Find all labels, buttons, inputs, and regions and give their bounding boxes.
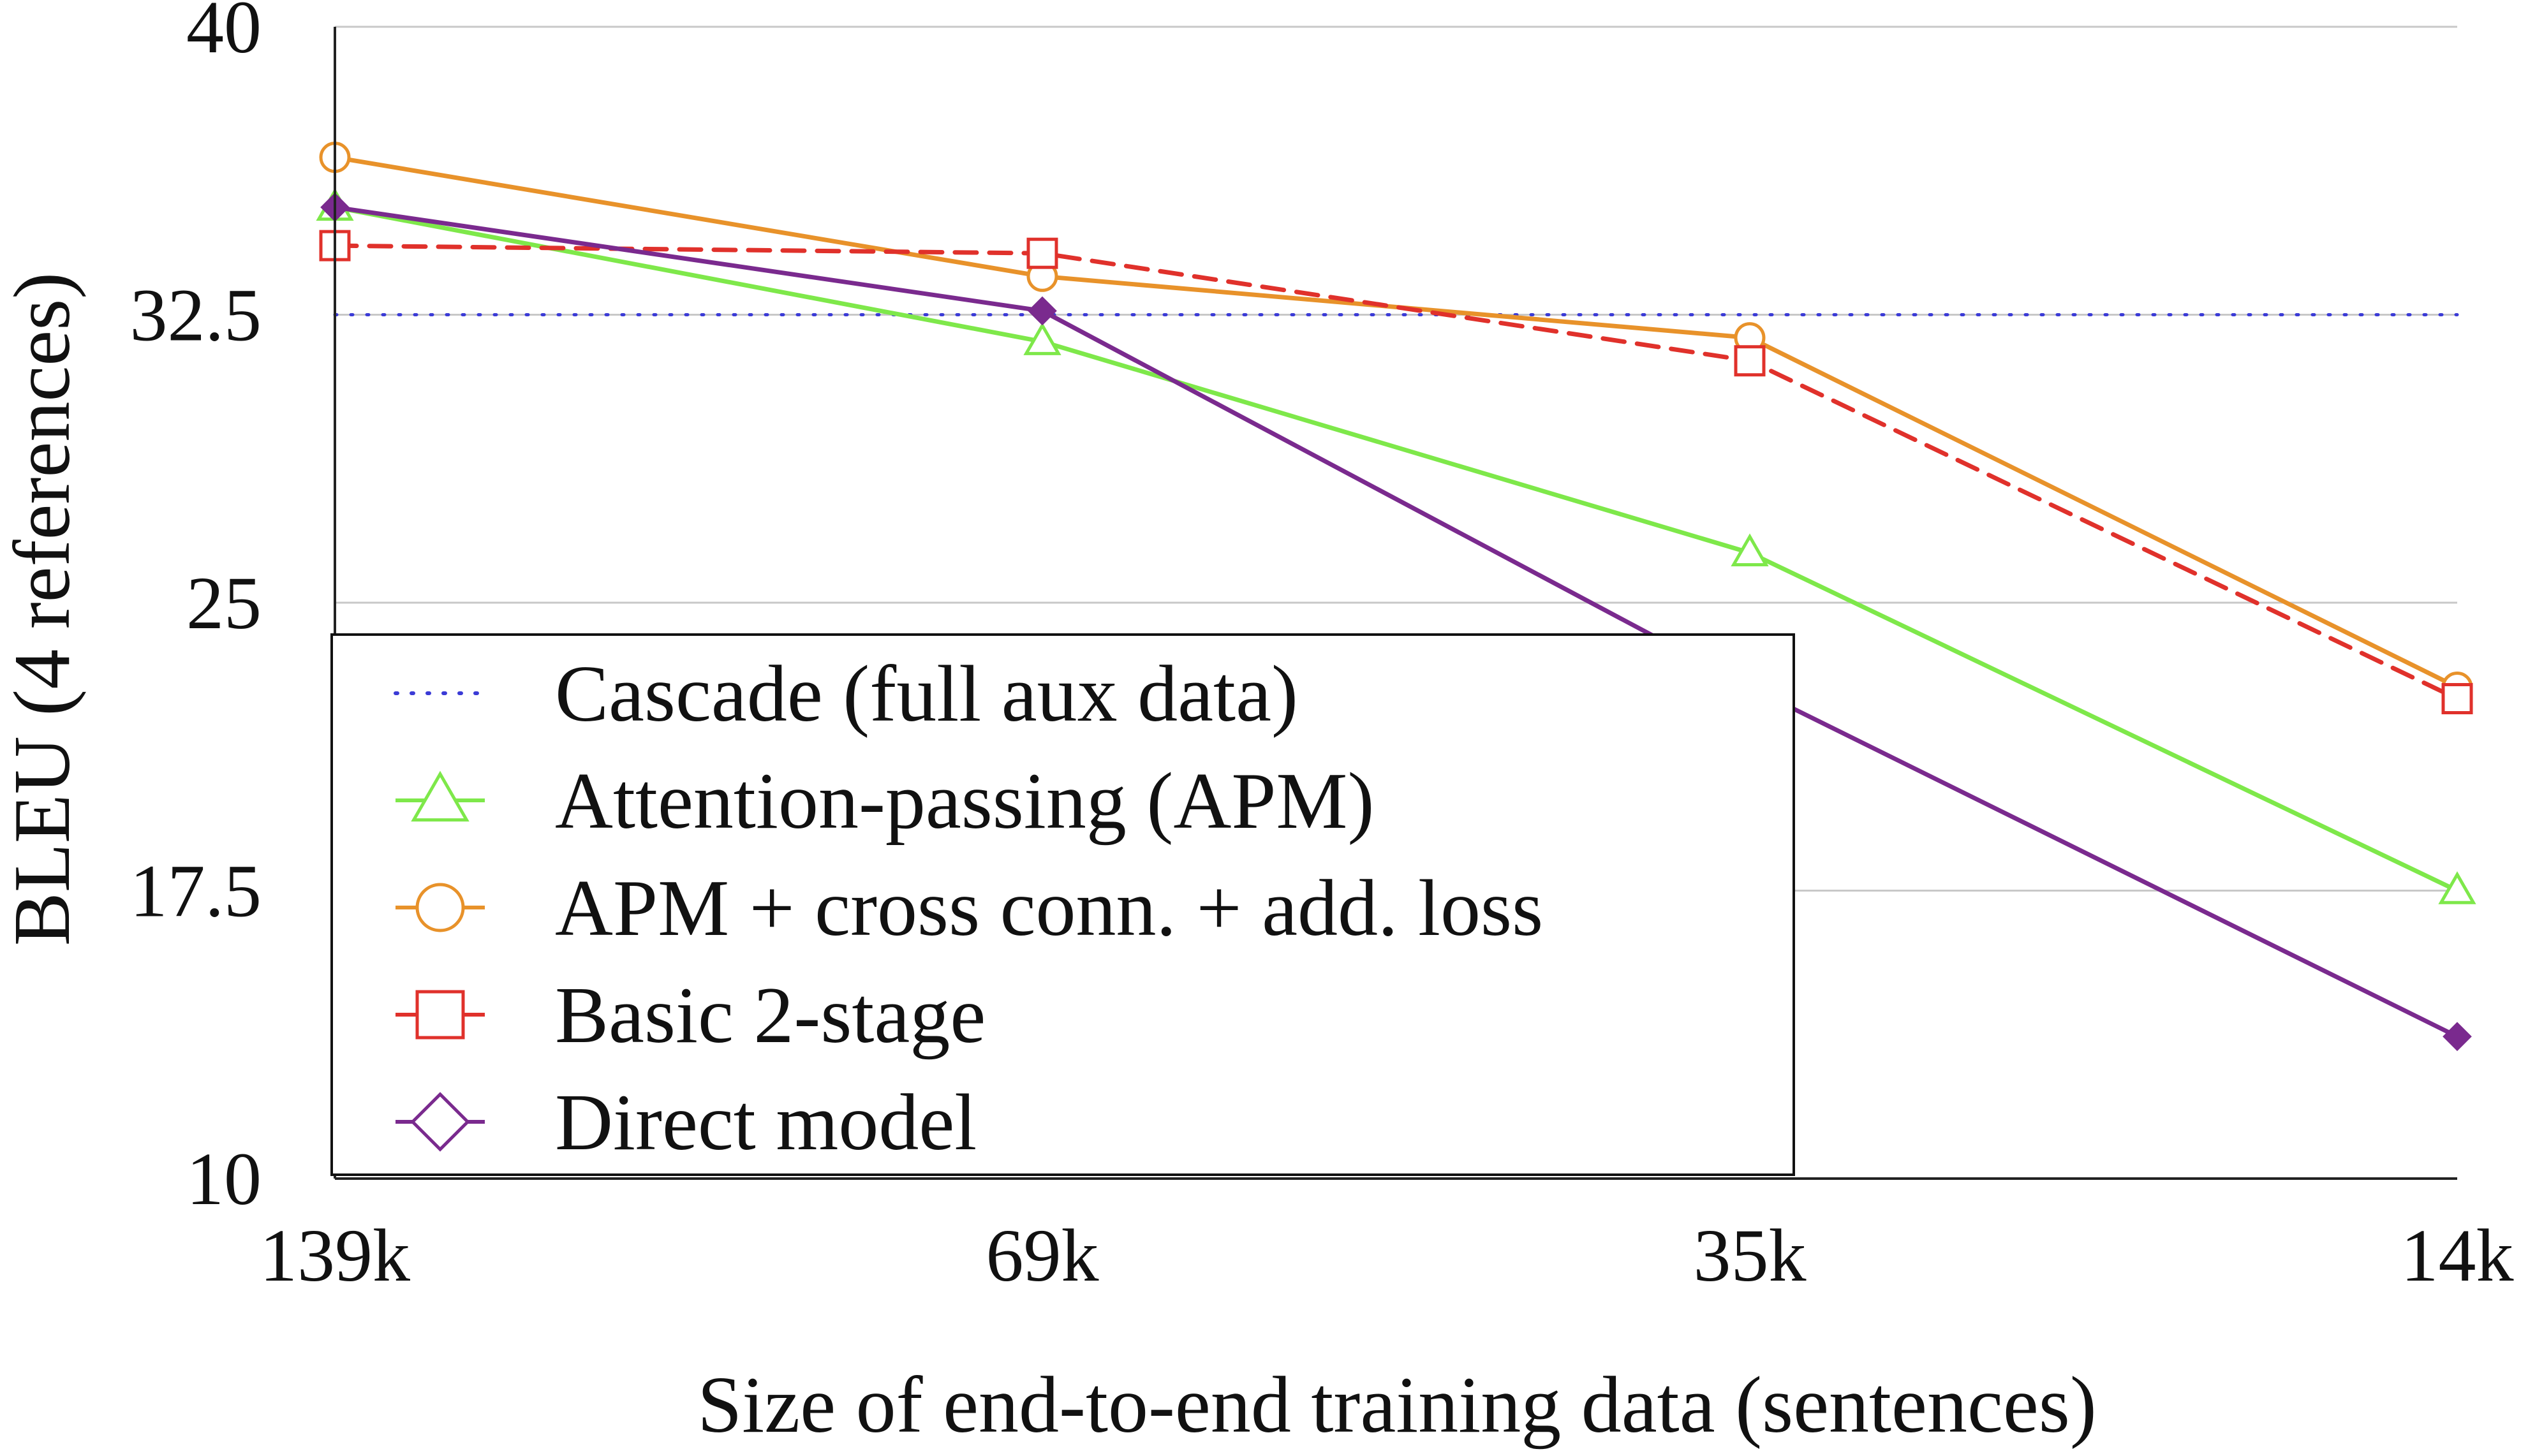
- data-point: [1026, 237, 1058, 269]
- legend-label: Direct model: [555, 1078, 977, 1167]
- legend-swatch-marker: [411, 770, 469, 822]
- y-tick-label: 25: [186, 561, 262, 645]
- legend-entry: APM + cross conn. + add. loss: [396, 864, 1543, 953]
- data-point: [2438, 871, 2476, 904]
- legend-swatch-marker: [415, 883, 465, 932]
- y-axis-title: BLEU (4 references): [0, 272, 87, 946]
- x-tick-label: 69k: [986, 1214, 1099, 1297]
- legend-box: [330, 633, 1795, 1176]
- data-point: [1023, 322, 1061, 355]
- x-tick-label: 14k: [2401, 1214, 2514, 1297]
- data-point: [1734, 345, 1766, 377]
- legend-swatch-marker: [410, 1092, 470, 1152]
- legend: Cascade (full aux data) Attention-passing…: [330, 633, 1795, 1176]
- legend-entry: Direct model: [396, 1078, 977, 1167]
- legend-label: APM + cross conn. + add. loss: [555, 864, 1543, 953]
- data-point: [2443, 1022, 2472, 1052]
- data-point: [1028, 296, 1057, 326]
- axes: 10 17.5 25 32.5 40 139k 69k 35k 14k: [130, 0, 2514, 1297]
- series-1: [316, 188, 2476, 904]
- x-tick-label: 35k: [1694, 1214, 1807, 1297]
- x-axis-title: Size of end-to-end training data (senten…: [697, 1361, 2097, 1450]
- series-line: [332, 205, 2460, 1039]
- series-2: [319, 142, 2473, 703]
- data-point: [2441, 683, 2473, 714]
- y-tick-label: 10: [186, 1137, 262, 1221]
- legend-entry: Cascade (full aux data): [394, 650, 1298, 739]
- legend-entry: Attention-passing (APM): [396, 757, 1374, 846]
- legend-entry: Basic 2-stage: [396, 971, 986, 1060]
- y-tick-label: 17.5: [130, 849, 262, 933]
- series-line: [332, 205, 2460, 893]
- legend-swatch-marker: [415, 990, 465, 1040]
- series-line: [332, 155, 2460, 689]
- legend-label: Cascade (full aux data): [555, 650, 1298, 739]
- series-lines: [316, 142, 2476, 1052]
- y-tick-label: 40: [186, 0, 262, 69]
- legend-label: Attention-passing (APM): [555, 757, 1374, 846]
- series-line: [332, 243, 2460, 701]
- x-tick-label: 139k: [260, 1214, 410, 1297]
- data-point: [1731, 533, 1769, 566]
- legend-label: Basic 2-stage: [555, 971, 986, 1060]
- y-tick-label: 32.5: [130, 274, 262, 357]
